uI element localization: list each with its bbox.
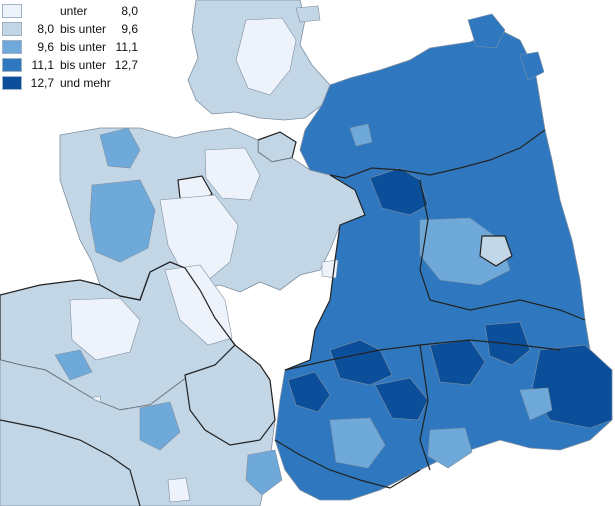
region-mid-thuringia — [329, 417, 386, 469]
state-border-th-sn — [419, 344, 431, 471]
legend-swatch-1 — [2, 4, 22, 18]
legend-lower-3: 9,6 — [37, 40, 54, 54]
region-dark-north — [369, 167, 429, 216]
island-ruegen — [467, 13, 506, 49]
island-fehmarn — [295, 5, 321, 23]
island-usedom — [519, 51, 545, 81]
legend-connector-5: und mehr — [60, 76, 111, 90]
region-south-light — [167, 477, 191, 503]
state-border-nrw-ni — [119, 261, 236, 346]
state-border-saar-rlp — [0, 419, 141, 506]
legend-row-2: 8,0 bis unter 9,6 — [2, 20, 138, 38]
legend-row-4: 11,1 bis unter 12,7 — [2, 56, 138, 74]
state-border-west-east — [284, 174, 366, 371]
map-legend: unter 8,0 8,0 bis unter 9,6 9,6 bis unte… — [2, 2, 138, 92]
legend-swatch-4 — [2, 58, 22, 72]
legend-upper-1: 8,0 — [121, 4, 138, 18]
legend-lower-4: 11,1 — [31, 58, 54, 72]
region-ruhr-light — [69, 297, 141, 361]
legend-connector-3: bis unter — [60, 40, 107, 54]
region-sh-east — [235, 17, 297, 96]
legend-connector-4: bis unter — [60, 58, 107, 72]
region-mid-saxony — [427, 427, 473, 469]
legend-connector-1: unter — [60, 4, 88, 18]
region-mv-light-spot — [349, 123, 373, 147]
region-berlin-ring — [419, 217, 511, 286]
legend-swatch-3 — [2, 40, 22, 54]
region-rlp-blue — [139, 401, 181, 451]
legend-upper-2: 9,6 — [121, 22, 138, 36]
region-nrw-mid-blue — [54, 349, 93, 381]
region-light-center — [159, 194, 239, 283]
region-light-north-center — [204, 147, 261, 201]
legend-lower-5: 12,7 — [30, 76, 54, 90]
region-emsland — [89, 179, 156, 263]
legend-upper-4: 12,7 — [114, 58, 138, 72]
legend-connector-2: bis unter — [60, 22, 107, 36]
legend-lower-2: 8,0 — [37, 22, 54, 36]
legend-row-5: 12,7 und mehr — [2, 74, 132, 92]
region-hessen — [184, 344, 276, 446]
legend-upper-3: 11,1 — [115, 40, 138, 54]
region-berlin — [479, 235, 513, 267]
state-border-south — [274, 439, 421, 489]
legend-row-3: 9,6 bis unter 11,1 — [2, 38, 138, 56]
region-dark-center — [374, 377, 429, 421]
legend-swatch-5 — [2, 76, 22, 90]
region-ostfriesland — [99, 127, 141, 169]
region-mid-ore — [519, 387, 553, 421]
region-light-edge — [321, 259, 339, 279]
state-border-mv-bb — [329, 129, 546, 179]
state-border-st-bb — [419, 179, 586, 321]
region-south-blue — [245, 449, 283, 496]
region-dark-southwest — [287, 371, 331, 413]
legend-row-1: unter 8,0 — [2, 2, 138, 20]
region-nrw-east-light — [164, 264, 233, 346]
legend-swatch-2 — [2, 22, 22, 36]
